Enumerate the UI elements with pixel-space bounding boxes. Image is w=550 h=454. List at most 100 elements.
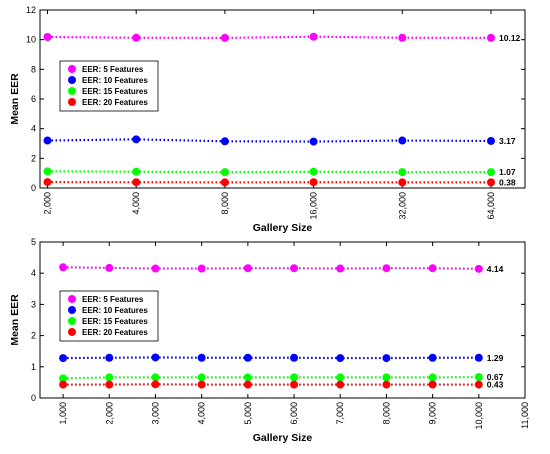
series-line [63,357,479,358]
x-tick-label: 8,000 [220,192,230,215]
chart-bottom: 0 1 2 3 4 5 1,000 2,000 3,000 4,000 5,000 6,000 7,00… [9,237,530,444]
y-axis-title: Mean EER [9,294,21,346]
end-value-label: 0.38 [499,177,516,187]
end-value-label: 3.17 [499,136,516,146]
data-point [382,354,390,362]
legend-marker [68,76,76,84]
data-point [475,354,483,362]
data-point [336,381,344,389]
legend-marker [68,328,76,336]
data-point [151,373,159,381]
y-tick-label: 1 [31,362,36,372]
data-point [221,168,229,176]
data-point [44,178,52,186]
data-point [398,137,406,145]
x-tick-label: 4,000 [131,192,141,215]
x-tick-label: 11,000 [520,402,530,429]
data-point [244,373,252,381]
data-point [132,34,140,42]
data-point [429,264,437,272]
data-point [290,381,298,389]
legend-entry: EER: 15 Features [82,87,148,96]
data-point [475,373,483,381]
x-tick-label: 4,000 [197,402,207,425]
data-point [310,168,318,176]
series-line [63,267,479,269]
y-tick-label: 0 [31,393,36,403]
end-value-label: 4.14 [487,264,504,274]
x-tick-label: 2,000 [104,402,114,425]
data-point [382,373,390,381]
legend-entry: EER: 20 Features [82,328,148,337]
y-tick-label: 12 [26,5,36,15]
y-tick-label: 4 [31,124,36,134]
series-line [48,37,492,38]
data-point [44,167,52,175]
data-point [198,354,206,362]
data-point [290,354,298,362]
data-point [487,137,495,145]
x-tick-label: 7,000 [335,402,345,425]
x-tick-label: 6,000 [289,402,299,425]
data-point [198,265,206,273]
legend-marker [68,295,76,303]
data-point [475,381,483,389]
data-point [382,264,390,272]
x-tick-label: 3,000 [150,402,160,425]
end-value-label: 0.43 [487,380,504,390]
legend-marker [68,87,76,95]
data-point [151,265,159,273]
legend-entry: EER: 10 Features [82,306,148,315]
series-line [48,139,492,141]
x-tick-label: 8,000 [381,402,391,425]
data-point [151,353,159,361]
y-tick-label: 6 [31,94,36,104]
data-point [290,373,298,381]
end-value-label: 1.07 [499,167,516,177]
legend-entry: EER: 5 Features [82,65,144,74]
y-tick-label: 5 [31,237,36,247]
data-point [310,178,318,186]
series-line [48,171,492,172]
y-tick-label: 4 [31,268,36,278]
y-tick-label: 3 [31,299,36,309]
data-point [221,137,229,145]
y-axis-title: Mean EER [9,73,21,125]
x-tick-label: 16,000 [309,192,319,220]
data-point [487,168,495,176]
data-point [132,168,140,176]
data-point [132,135,140,143]
data-point [198,373,206,381]
x-axis-title: Gallery Size [253,432,313,444]
legend-entry: EER: 5 Features [82,295,144,304]
legend-marker [68,98,76,106]
end-value-label: 10.12 [499,33,521,43]
data-point [221,34,229,42]
legend-entry: EER: 20 Features [82,98,148,107]
y-tick-label: 2 [31,153,36,163]
data-point [105,354,113,362]
data-point [105,381,113,389]
data-point [398,178,406,186]
data-point [105,373,113,381]
data-point [105,264,113,272]
x-tick-label: 5,000 [243,402,253,425]
legend-entry: EER: 15 Features [82,317,148,326]
data-point [59,354,67,362]
legend-marker [68,317,76,325]
data-point [44,137,52,145]
data-point [132,178,140,186]
data-point [336,373,344,381]
y-tick-label: 2 [31,331,36,341]
y-tick-label: 10 [26,35,36,45]
data-point [475,265,483,273]
data-point [59,263,67,271]
x-tick-label: 32,000 [397,192,407,220]
x-tick-label: 2,000 [43,192,53,215]
series-line [63,377,479,378]
legend-marker [68,65,76,73]
x-tick-label: 1,000 [58,402,68,425]
x-tick-label: 64,000 [486,192,496,220]
